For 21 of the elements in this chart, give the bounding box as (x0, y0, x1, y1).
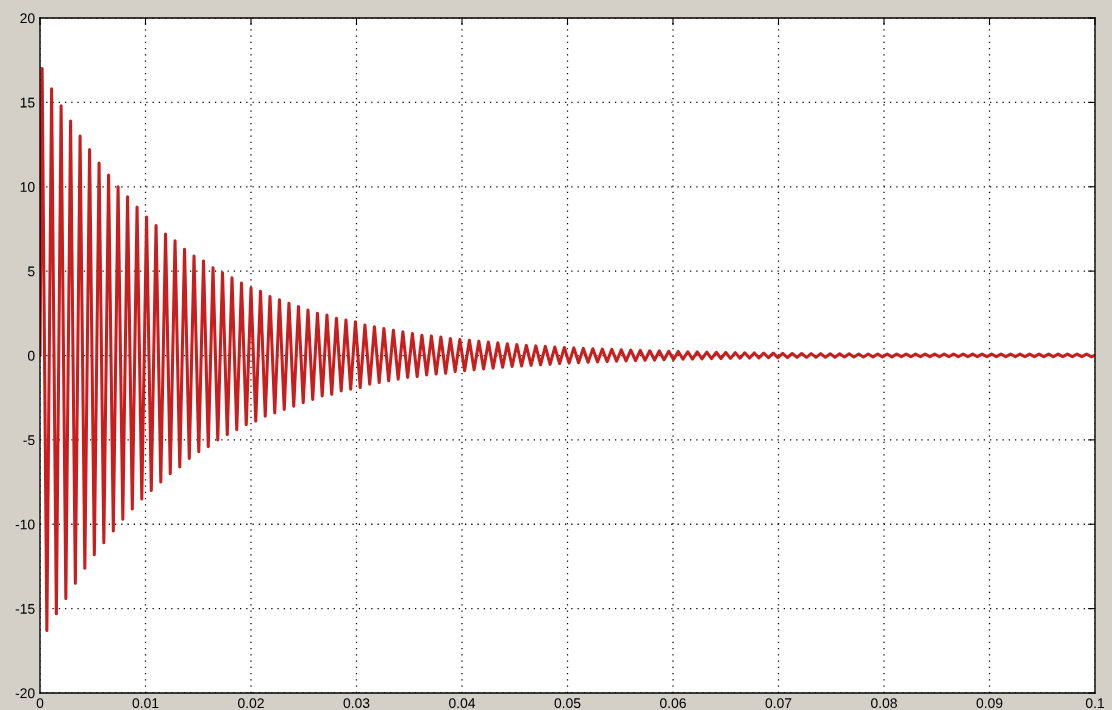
y-tick-label: -5 (23, 435, 35, 446)
x-tick-label: 0.08 (871, 698, 897, 709)
x-tick-label: 0.07 (765, 698, 792, 709)
y-tick-label: 20 (20, 13, 35, 24)
x-tick-label: 0.06 (660, 698, 686, 709)
x-tick-label: 0 (36, 698, 44, 709)
x-tick-label: 0.03 (343, 698, 370, 709)
line-series (40, 67, 1095, 633)
y-tick-label: -20 (15, 688, 35, 699)
y-tick-label: 0 (27, 350, 35, 361)
x-tick-label: 0.05 (554, 698, 581, 709)
y-tick-label: -15 (15, 604, 35, 614)
x-tick-label: 0.02 (238, 698, 264, 709)
y-tick-label: 10 (20, 182, 35, 192)
x-tick-label: 0.1 (1085, 698, 1104, 709)
y-tick-label: -10 (15, 519, 35, 530)
y-tick-label: 15 (20, 97, 35, 108)
x-tick-label: 0.01 (132, 698, 159, 709)
x-tick-label: 0.04 (449, 698, 476, 709)
y-tick-label: 5 (27, 266, 35, 277)
x-tick-label: 0.09 (976, 698, 1003, 709)
